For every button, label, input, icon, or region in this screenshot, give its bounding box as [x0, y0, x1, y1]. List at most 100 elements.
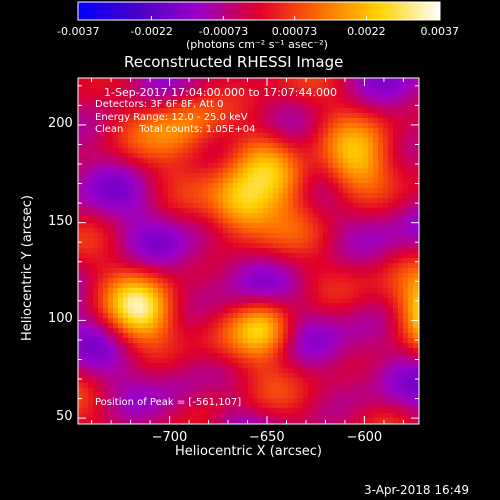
heatmap-pixel: [293, 253, 299, 259]
heatmap-pixel: [193, 178, 199, 184]
heatmap-pixel: [208, 388, 214, 394]
heatmap-pixel: [103, 358, 109, 364]
heatmap-pixel: [318, 288, 324, 294]
heatmap-pixel: [283, 78, 289, 84]
heatmap-pixel: [203, 98, 209, 104]
heatmap-pixel: [113, 108, 119, 114]
heatmap-pixel: [253, 143, 259, 149]
heatmap-pixel: [118, 168, 124, 174]
heatmap-pixel: [188, 133, 194, 139]
heatmap-pixel: [153, 338, 159, 344]
heatmap-pixel: [273, 353, 279, 359]
heatmap-pixel: [328, 188, 334, 194]
heatmap-pixel: [333, 393, 339, 399]
heatmap-pixel: [373, 353, 379, 359]
heatmap-pixel: [298, 213, 304, 219]
heatmap-pixel: [93, 383, 99, 389]
heatmap-pixel: [203, 233, 209, 239]
heatmap-pixel: [278, 213, 284, 219]
heatmap-pixel: [188, 138, 194, 144]
heatmap-pixel: [148, 138, 154, 144]
heatmap-pixel: [288, 173, 294, 179]
heatmap-pixel: [313, 83, 319, 89]
heatmap-pixel: [288, 288, 294, 294]
heatmap-pixel: [253, 113, 259, 119]
heatmap-pixel: [378, 238, 384, 244]
heatmap-pixel: [193, 333, 199, 339]
heatmap-pixel: [378, 403, 384, 409]
heatmap-pixel: [393, 318, 399, 324]
heatmap-pixel: [388, 103, 394, 109]
heatmap-pixel: [208, 78, 214, 84]
heatmap-pixel: [393, 173, 399, 179]
heatmap-pixel: [308, 253, 314, 259]
heatmap-pixel: [203, 263, 209, 269]
heatmap-pixel: [108, 238, 114, 244]
heatmap-pixel: [308, 338, 314, 344]
heatmap-pixel: [353, 398, 359, 404]
heatmap-pixel: [98, 303, 104, 309]
heatmap-pixel: [318, 138, 324, 144]
heatmap-pixel: [78, 148, 84, 154]
heatmap-pixel: [278, 413, 284, 419]
heatmap-pixel: [218, 278, 224, 284]
heatmap-pixel: [343, 238, 349, 244]
heatmap-pixel: [193, 158, 199, 164]
heatmap-pixel: [273, 323, 279, 329]
heatmap-pixel: [138, 383, 144, 389]
heatmap-pixel: [213, 303, 219, 309]
heatmap-pixel: [348, 148, 354, 154]
heatmap-pixel: [238, 368, 244, 374]
heatmap-pixel: [93, 348, 99, 354]
heatmap-pixel: [368, 163, 374, 169]
heatmap-pixel: [318, 108, 324, 114]
heatmap-pixel: [168, 393, 174, 399]
heatmap-pixel: [243, 313, 249, 319]
heatmap-pixel: [353, 213, 359, 219]
heatmap-pixel: [188, 183, 194, 189]
heatmap-pixel: [143, 403, 149, 409]
heatmap-pixel: [88, 143, 94, 149]
heatmap-pixel: [98, 133, 104, 139]
heatmap-pixel: [388, 238, 394, 244]
heatmap-pixel: [373, 233, 379, 239]
heatmap-pixel: [173, 358, 179, 364]
heatmap-pixel: [88, 153, 94, 159]
heatmap-pixel: [248, 298, 254, 304]
heatmap-pixel: [283, 243, 289, 249]
heatmap-pixel: [238, 343, 244, 349]
heatmap-pixel: [298, 193, 304, 199]
heatmap-pixel: [253, 133, 259, 139]
heatmap-pixel: [268, 163, 274, 169]
heatmap-pixel: [198, 283, 204, 289]
heatmap-pixel: [98, 233, 104, 239]
heatmap-pixel: [373, 253, 379, 259]
heatmap-pixel: [288, 83, 294, 89]
heatmap-pixel: [318, 193, 324, 199]
heatmap-pixel: [168, 248, 174, 254]
heatmap-pixel: [78, 243, 84, 249]
heatmap-pixel: [378, 343, 384, 349]
heatmap-pixel: [338, 233, 344, 239]
heatmap-pixel: [263, 283, 269, 289]
heatmap-pixel: [323, 103, 329, 109]
heatmap-pixel: [268, 193, 274, 199]
heatmap-pixel: [403, 193, 409, 199]
heatmap-pixel: [163, 78, 169, 84]
heatmap-pixel: [228, 418, 234, 424]
heatmap-pixel: [133, 378, 139, 384]
heatmap-pixel: [233, 333, 239, 339]
heatmap-pixel: [173, 233, 179, 239]
heatmap-pixel: [333, 403, 339, 409]
heatmap-pixel: [243, 328, 249, 334]
heatmap-pixel: [293, 83, 299, 89]
heatmap-pixel: [298, 378, 304, 384]
heatmap-pixel: [273, 138, 279, 144]
heatmap-pixel: [383, 328, 389, 334]
heatmap-pixel: [328, 248, 334, 254]
heatmap-pixel: [383, 313, 389, 319]
heatmap-pixel: [183, 208, 189, 214]
heatmap-pixel: [378, 188, 384, 194]
heatmap-pixel: [273, 378, 279, 384]
heatmap-pixel: [343, 198, 349, 204]
